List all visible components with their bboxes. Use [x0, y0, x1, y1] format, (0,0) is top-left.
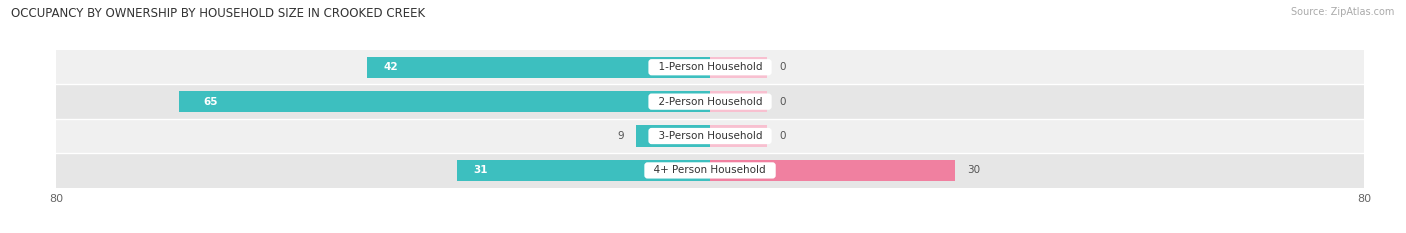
Text: Source: ZipAtlas.com: Source: ZipAtlas.com [1291, 7, 1395, 17]
Text: OCCUPANCY BY OWNERSHIP BY HOUSEHOLD SIZE IN CROOKED CREEK: OCCUPANCY BY OWNERSHIP BY HOUSEHOLD SIZE… [11, 7, 426, 20]
Bar [710, 91, 768, 112]
Text: 4+ Person Household: 4+ Person Household [648, 165, 772, 175]
Bar [637, 125, 710, 147]
Text: 0: 0 [779, 97, 786, 107]
Text: 31: 31 [472, 165, 488, 175]
Text: 9: 9 [617, 131, 624, 141]
Bar [56, 119, 1364, 153]
Bar [710, 57, 768, 78]
Bar [710, 125, 768, 147]
Text: 0: 0 [779, 62, 786, 72]
Text: 1-Person Household: 1-Person Household [651, 62, 769, 72]
Bar [56, 84, 1364, 119]
Bar [56, 153, 1364, 188]
Bar [710, 160, 955, 181]
Text: 2-Person Household: 2-Person Household [651, 97, 769, 107]
Text: 30: 30 [967, 165, 980, 175]
Bar [457, 160, 710, 181]
Bar [179, 91, 710, 112]
Text: 42: 42 [382, 62, 398, 72]
Text: 3-Person Household: 3-Person Household [651, 131, 769, 141]
Bar [367, 57, 710, 78]
Bar [56, 50, 1364, 84]
Text: 0: 0 [779, 131, 786, 141]
Text: 65: 65 [204, 97, 218, 107]
